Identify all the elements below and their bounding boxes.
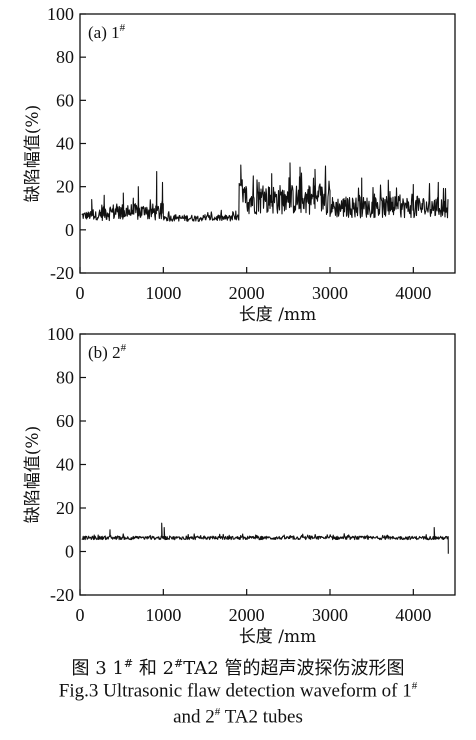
x-tick-label: 0 <box>76 605 85 625</box>
figure-caption-cn: 图 3 1# 和 2#TA2 管的超声波探伤波形图 <box>71 657 405 679</box>
x-tick-label: 4000 <box>395 283 431 303</box>
y-tick-label: -20 <box>50 585 74 605</box>
x-tick-label: 1000 <box>145 605 181 625</box>
x-tick-label: 3000 <box>312 283 348 303</box>
y-tick-label: -20 <box>50 263 74 283</box>
y-axis-label: 缺陷幅值(%) <box>23 105 43 202</box>
x-tick-label: 2000 <box>229 283 265 303</box>
plot-frame <box>79 333 456 596</box>
y-tick-label: 40 <box>56 455 74 475</box>
panel-label: (b) 2# <box>88 342 127 362</box>
panel-label: (a) 1# <box>88 22 126 42</box>
y-tick-label: 80 <box>56 47 74 67</box>
y-tick-label: 20 <box>56 498 74 518</box>
waveform-series <box>81 522 449 554</box>
x-tick-label: 3000 <box>312 605 348 625</box>
x-axis-label: 长度 /mm <box>239 305 316 325</box>
y-tick-label: 60 <box>56 411 74 431</box>
y-tick-label: 0 <box>65 220 74 240</box>
plot-frame <box>79 13 456 274</box>
y-tick-label: 0 <box>65 542 74 562</box>
y-tick-label: 60 <box>56 90 74 110</box>
y-tick-label: 100 <box>47 324 74 344</box>
waveform-series <box>81 162 449 222</box>
x-axis-label: 长度 /mm <box>239 627 316 647</box>
y-tick-label: 40 <box>56 134 74 154</box>
x-tick-label: 1000 <box>145 283 181 303</box>
y-tick-label: 100 <box>47 4 74 24</box>
x-tick-label: 4000 <box>395 605 431 625</box>
y-tick-label: 20 <box>56 177 74 197</box>
y-axis-label: 缺陷幅值(%) <box>23 426 43 523</box>
x-tick-label: 0 <box>76 283 85 303</box>
y-tick-label: 80 <box>56 368 74 388</box>
figure-caption-en-line2: and 2# TA2 tubes <box>173 706 303 728</box>
figure-caption-en-line1: Fig.3 Ultrasonic flaw detection waveform… <box>58 680 418 702</box>
x-tick-label: 2000 <box>229 605 265 625</box>
